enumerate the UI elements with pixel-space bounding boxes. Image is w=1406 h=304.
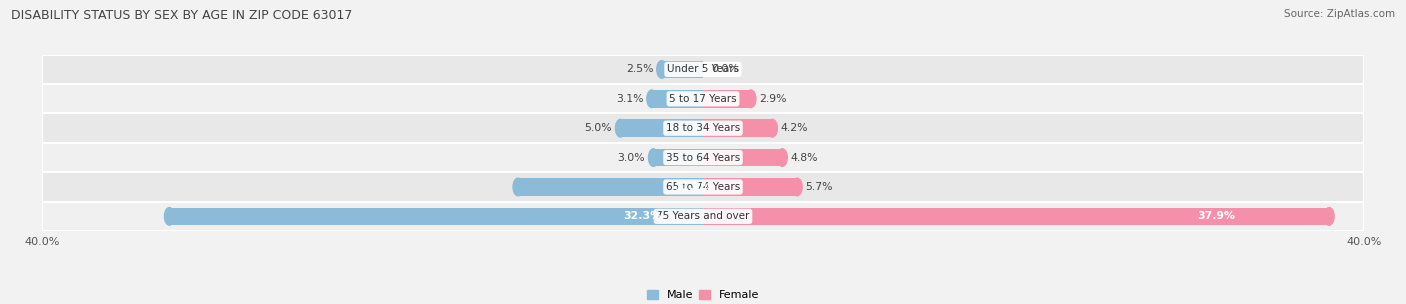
Circle shape <box>647 90 657 108</box>
Text: 75 Years and over: 75 Years and over <box>657 211 749 221</box>
Text: 37.9%: 37.9% <box>1197 211 1236 221</box>
Text: 65 to 74 Years: 65 to 74 Years <box>666 182 740 192</box>
Circle shape <box>657 60 666 78</box>
Bar <box>42 143 1364 172</box>
Circle shape <box>648 149 658 166</box>
Text: 4.8%: 4.8% <box>790 153 818 163</box>
Bar <box>703 90 751 108</box>
Text: 2.9%: 2.9% <box>759 94 787 104</box>
Text: 35 to 64 Years: 35 to 64 Years <box>666 153 740 163</box>
Bar <box>42 202 1364 231</box>
Text: Source: ZipAtlas.com: Source: ZipAtlas.com <box>1284 9 1395 19</box>
Bar <box>42 172 1364 202</box>
Text: DISABILITY STATUS BY SEX BY AGE IN ZIP CODE 63017: DISABILITY STATUS BY SEX BY AGE IN ZIP C… <box>11 9 353 22</box>
Text: 0.0%: 0.0% <box>711 64 740 74</box>
Text: 3.1%: 3.1% <box>616 94 644 104</box>
Circle shape <box>513 178 523 196</box>
Text: 32.3%: 32.3% <box>623 211 661 221</box>
Bar <box>662 60 703 78</box>
Bar <box>703 208 1329 225</box>
Bar <box>620 119 703 137</box>
Circle shape <box>165 208 174 225</box>
Text: Under 5 Years: Under 5 Years <box>666 64 740 74</box>
Circle shape <box>778 149 787 166</box>
Bar <box>703 149 782 166</box>
Bar <box>517 178 703 196</box>
Bar <box>703 119 772 137</box>
Bar <box>654 149 703 166</box>
Bar <box>703 178 797 196</box>
Bar <box>42 113 1364 143</box>
Bar <box>169 208 703 225</box>
Bar <box>42 84 1364 113</box>
Text: 2.5%: 2.5% <box>626 64 654 74</box>
Bar <box>652 90 703 108</box>
Text: 11.2%: 11.2% <box>675 182 713 192</box>
Legend: Male, Female: Male, Female <box>643 286 763 304</box>
Text: 5.7%: 5.7% <box>806 182 832 192</box>
Circle shape <box>792 178 801 196</box>
Circle shape <box>747 90 756 108</box>
Text: 4.2%: 4.2% <box>780 123 808 133</box>
Circle shape <box>768 119 778 137</box>
Text: 3.0%: 3.0% <box>617 153 645 163</box>
Text: 5.0%: 5.0% <box>585 123 612 133</box>
Text: 18 to 34 Years: 18 to 34 Years <box>666 123 740 133</box>
Bar <box>42 55 1364 84</box>
Text: 5 to 17 Years: 5 to 17 Years <box>669 94 737 104</box>
Circle shape <box>616 119 626 137</box>
Circle shape <box>1324 208 1334 225</box>
